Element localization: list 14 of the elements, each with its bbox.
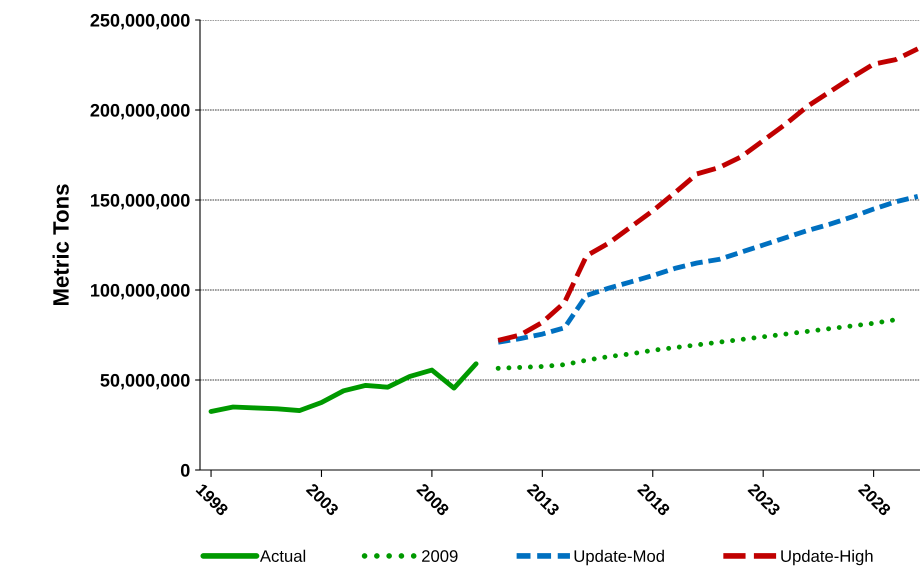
legend-label: Update-High <box>781 550 872 566</box>
y-axis-title: Metric Tons <box>52 184 69 306</box>
legend-label: Actual <box>260 550 306 562</box>
y-tick-label: 250,000,000 <box>90 14 190 30</box>
y-tick-label: 50,000,000 <box>100 374 190 390</box>
line-series <box>496 194 920 345</box>
y-tick-label: 100,000,000 <box>91 284 190 300</box>
y-tick-label: 150,000,000 <box>91 194 190 210</box>
legend-label: 2009 <box>422 550 458 562</box>
legend-label: Update-Mod <box>574 550 664 566</box>
y-tick-label: 0 <box>180 464 190 477</box>
line-series <box>208 361 479 414</box>
line-series <box>496 46 920 343</box>
y-tick-label: 200,000,000 <box>90 104 190 120</box>
